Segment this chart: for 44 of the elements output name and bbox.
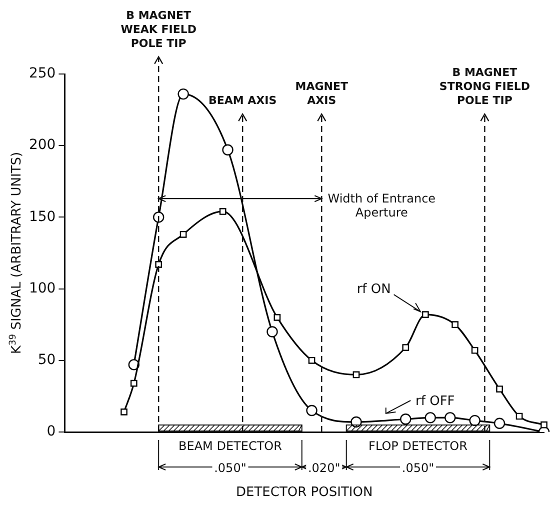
- y-tick-label: 50: [38, 352, 56, 368]
- point: [494, 418, 506, 430]
- text: B MAGNET WEAK FIELD POLE TIP: [120, 8, 196, 50]
- point: [222, 144, 234, 156]
- point: [178, 88, 189, 100]
- y-tick-label: 250: [28, 66, 56, 82]
- y-tick-label: 150: [28, 208, 56, 225]
- point: [308, 356, 316, 364]
- point: [274, 314, 281, 321]
- point: [496, 386, 503, 392]
- point: [306, 404, 318, 416]
- point: [540, 421, 548, 428]
- point: [422, 311, 429, 318]
- annotation: MAGNET AXIS: [295, 80, 349, 108]
- point: [352, 371, 360, 378]
- text: .020": [308, 461, 340, 475]
- point: [153, 212, 164, 223]
- text: .050": [402, 461, 434, 475]
- point: [130, 380, 138, 387]
- y-tick-label: 0: [46, 424, 56, 440]
- point: [219, 208, 226, 215]
- y-tick-label: 100: [28, 280, 56, 296]
- y-tick-label: 200: [28, 137, 56, 154]
- point: [400, 414, 412, 425]
- text: BEAM DETECTOR: [178, 439, 282, 453]
- point: [471, 346, 478, 354]
- text: FLOP DETECTOR: [368, 439, 468, 453]
- point: [402, 344, 410, 351]
- point: [452, 321, 458, 328]
- point: [120, 408, 128, 416]
- series-label: rf OFF: [416, 394, 455, 409]
- point: [155, 261, 162, 268]
- x-axis-title: DETECTOR POSITION: [236, 485, 373, 500]
- point: [444, 412, 456, 424]
- text: rf ON: [356, 282, 391, 298]
- text: .050": [214, 461, 246, 475]
- annotation: BEAM AXIS: [208, 94, 277, 108]
- point: [180, 230, 187, 238]
- point: [469, 414, 480, 426]
- point: [266, 326, 278, 338]
- point: [424, 412, 436, 424]
- annotation: B MAGNET STRONG FIELD POLE TIP: [439, 66, 530, 108]
- annotation: Width of Entrance Aperture: [328, 192, 436, 220]
- point: [516, 412, 523, 420]
